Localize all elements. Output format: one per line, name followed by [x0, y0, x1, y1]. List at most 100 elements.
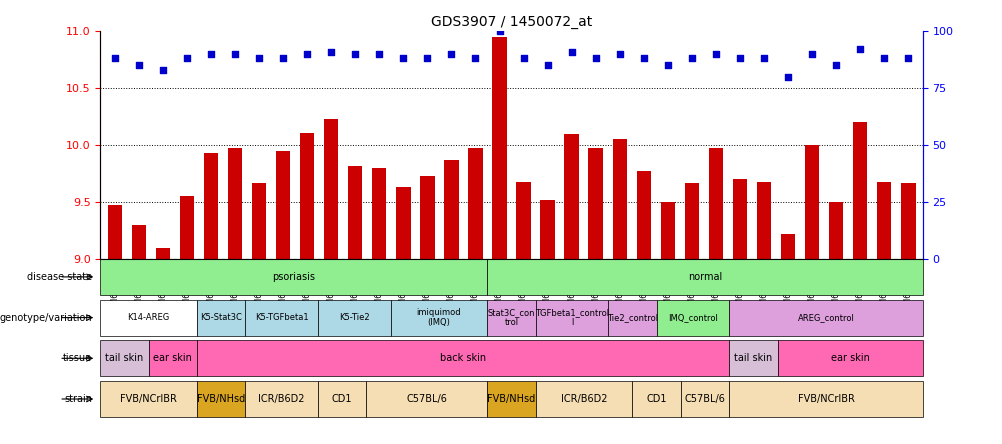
- Point: [371, 50, 387, 57]
- Point: [202, 50, 218, 57]
- Text: K5-Tie2: K5-Tie2: [339, 313, 370, 322]
- FancyBboxPatch shape: [656, 300, 728, 336]
- Point: [683, 55, 699, 62]
- FancyBboxPatch shape: [632, 381, 680, 417]
- FancyBboxPatch shape: [487, 381, 535, 417]
- Bar: [131, 225, 146, 259]
- Text: Tie2_control: Tie2_control: [606, 313, 657, 322]
- Point: [707, 50, 723, 57]
- Text: FVB/NHsd: FVB/NHsd: [487, 394, 535, 404]
- FancyBboxPatch shape: [245, 300, 318, 336]
- Point: [299, 50, 315, 57]
- Bar: [179, 196, 194, 259]
- Point: [611, 50, 627, 57]
- FancyBboxPatch shape: [196, 381, 245, 417]
- Point: [828, 62, 844, 69]
- FancyBboxPatch shape: [196, 300, 245, 336]
- FancyBboxPatch shape: [728, 300, 922, 336]
- Text: C57BL/6: C57BL/6: [684, 394, 724, 404]
- Bar: [107, 206, 122, 259]
- Bar: [684, 182, 698, 259]
- Point: [347, 50, 363, 57]
- Bar: [276, 151, 290, 259]
- Point: [226, 50, 242, 57]
- Bar: [372, 168, 386, 259]
- FancyBboxPatch shape: [196, 341, 728, 376]
- Text: CD1: CD1: [645, 394, 666, 404]
- Text: strain: strain: [64, 394, 92, 404]
- Bar: [203, 153, 217, 259]
- Bar: [420, 176, 434, 259]
- Point: [756, 55, 772, 62]
- Point: [731, 55, 747, 62]
- Bar: [540, 200, 554, 259]
- FancyBboxPatch shape: [390, 300, 487, 336]
- Point: [563, 48, 579, 55]
- Bar: [900, 182, 915, 259]
- Point: [467, 55, 483, 62]
- Bar: [516, 182, 530, 259]
- Point: [106, 55, 122, 62]
- Bar: [708, 148, 722, 259]
- Text: ear skin: ear skin: [153, 353, 192, 363]
- Point: [539, 62, 555, 69]
- Bar: [805, 145, 819, 259]
- Bar: [300, 132, 314, 259]
- Text: tail skin: tail skin: [733, 353, 772, 363]
- Point: [804, 50, 820, 57]
- Point: [130, 62, 146, 69]
- Bar: [468, 148, 482, 259]
- Bar: [757, 182, 771, 259]
- Text: disease state: disease state: [27, 272, 92, 282]
- Bar: [252, 182, 266, 259]
- Bar: [155, 248, 170, 259]
- Text: Stat3C_con
trol: Stat3C_con trol: [487, 308, 535, 327]
- FancyBboxPatch shape: [728, 341, 777, 376]
- Bar: [876, 182, 891, 259]
- Title: GDS3907 / 1450072_at: GDS3907 / 1450072_at: [431, 15, 591, 29]
- Text: CD1: CD1: [332, 394, 352, 404]
- FancyBboxPatch shape: [100, 381, 196, 417]
- Point: [852, 46, 868, 53]
- Point: [491, 28, 507, 35]
- Text: normal: normal: [687, 272, 721, 282]
- Point: [515, 55, 531, 62]
- FancyBboxPatch shape: [777, 341, 922, 376]
- Text: IMQ_control: IMQ_control: [667, 313, 717, 322]
- Point: [587, 55, 603, 62]
- FancyBboxPatch shape: [535, 300, 607, 336]
- FancyBboxPatch shape: [607, 300, 656, 336]
- Text: C57BL/6: C57BL/6: [406, 394, 447, 404]
- Text: tissue: tissue: [63, 353, 92, 363]
- FancyBboxPatch shape: [318, 300, 390, 336]
- Bar: [227, 148, 241, 259]
- FancyBboxPatch shape: [728, 381, 922, 417]
- Bar: [564, 134, 578, 259]
- Bar: [588, 148, 602, 259]
- Bar: [444, 160, 458, 259]
- Point: [419, 55, 435, 62]
- Point: [250, 55, 267, 62]
- Bar: [612, 139, 626, 259]
- Bar: [492, 37, 506, 259]
- Point: [876, 55, 892, 62]
- Bar: [852, 122, 867, 259]
- Text: psoriasis: psoriasis: [273, 272, 315, 282]
- Point: [900, 55, 916, 62]
- Point: [323, 48, 339, 55]
- FancyBboxPatch shape: [366, 381, 487, 417]
- Text: genotype/variation: genotype/variation: [0, 313, 92, 323]
- Text: K5-Stat3C: K5-Stat3C: [200, 313, 241, 322]
- Bar: [732, 179, 746, 259]
- Point: [395, 55, 411, 62]
- FancyBboxPatch shape: [245, 381, 318, 417]
- FancyBboxPatch shape: [680, 381, 728, 417]
- Text: ear skin: ear skin: [830, 353, 869, 363]
- Point: [635, 55, 651, 62]
- Point: [659, 62, 675, 69]
- Text: imiquimod
(IMQ): imiquimod (IMQ): [416, 308, 461, 327]
- Point: [154, 66, 170, 73]
- Text: tail skin: tail skin: [105, 353, 143, 363]
- Bar: [636, 171, 650, 259]
- Text: AREG_control: AREG_control: [797, 313, 854, 322]
